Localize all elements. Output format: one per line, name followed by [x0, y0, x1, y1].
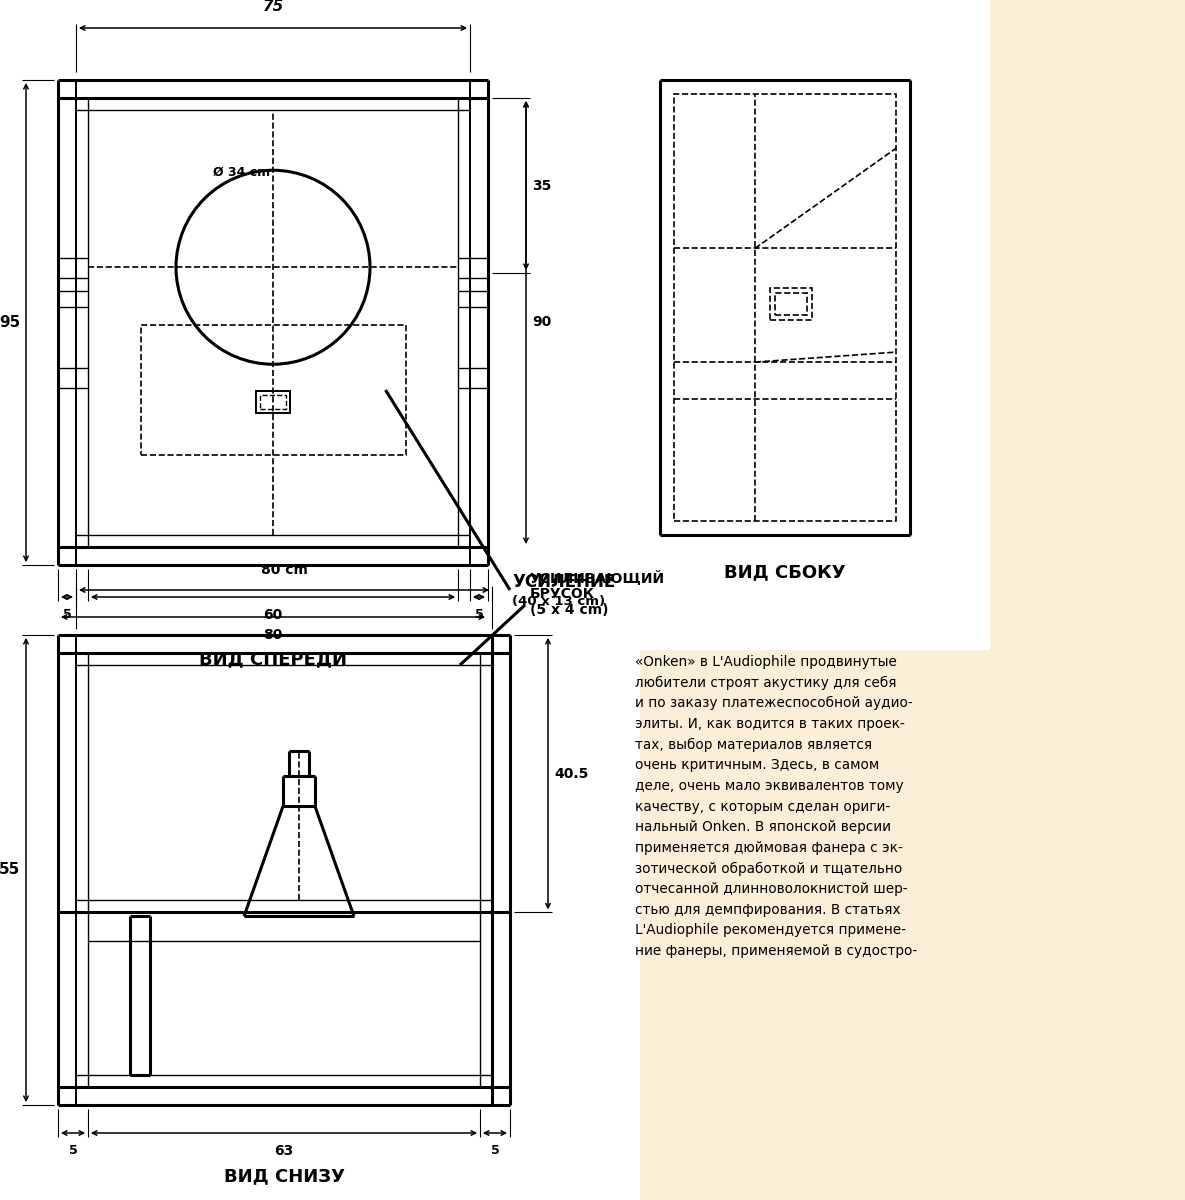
Text: 95: 95 — [0, 314, 20, 330]
Text: 80: 80 — [263, 628, 283, 642]
Text: ВИД СПЕРЕДИ: ВИД СПЕРЕДИ — [199, 650, 347, 668]
Bar — [775, 293, 807, 316]
Text: 5: 5 — [69, 1144, 77, 1157]
Bar — [770, 288, 812, 320]
Text: 40.5: 40.5 — [555, 767, 589, 781]
Text: «Onken» в L'Audiophile продвинутые
любители строят акустику для себя
и по заказу: «Onken» в L'Audiophile продвинутые любит… — [635, 655, 917, 958]
Text: УСИЛИВАЮЩИЙ
БРУСОК
(5 x 4 cm): УСИЛИВАЮЩИЙ БРУСОК (5 x 4 cm) — [530, 570, 665, 617]
Text: 35: 35 — [532, 179, 551, 192]
Bar — [0, 0, 640, 1200]
Text: 90: 90 — [532, 316, 551, 330]
Text: ВИД СБОКУ: ВИД СБОКУ — [724, 563, 846, 581]
Text: 60: 60 — [263, 608, 283, 622]
Bar — [141, 325, 405, 455]
Text: Ø 34 cm: Ø 34 cm — [213, 166, 270, 179]
Text: (40 x 13 cm): (40 x 13 cm) — [512, 595, 606, 608]
Text: 75: 75 — [262, 0, 283, 14]
Bar — [674, 94, 896, 521]
Text: ВИД СНИЗУ: ВИД СНИЗУ — [224, 1166, 345, 1186]
Bar — [630, 0, 989, 650]
Bar — [260, 395, 286, 409]
Text: 80 cm: 80 cm — [261, 563, 307, 577]
Text: 5: 5 — [475, 608, 483, 622]
Text: 63: 63 — [275, 1144, 294, 1158]
Text: УСИЛЕНИЕ: УСИЛЕНИЕ — [512, 572, 615, 590]
Text: 5: 5 — [63, 608, 71, 622]
Text: 5: 5 — [491, 1144, 499, 1157]
Text: 55: 55 — [0, 863, 20, 877]
